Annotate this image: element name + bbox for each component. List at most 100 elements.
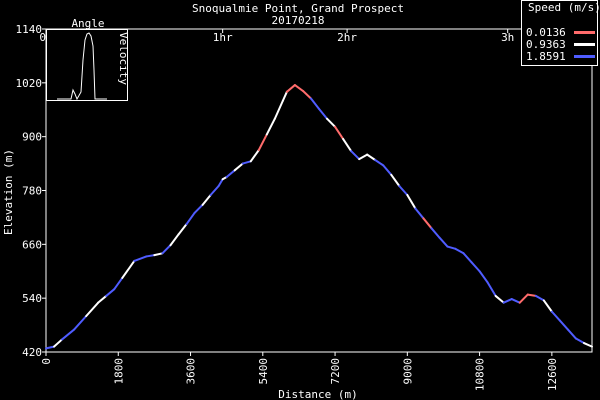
x-tick-label: 0	[40, 358, 53, 365]
elevation-segment	[526, 293, 537, 297]
elevation-segment	[169, 233, 180, 247]
elevation-segment	[534, 294, 545, 302]
y-tick-label: 660	[22, 238, 42, 251]
speed-legend: Speed (m/s) 0.0136 0.9363 1.8591	[521, 0, 600, 66]
elevation-segment	[161, 244, 172, 255]
y-tick-label: 780	[22, 185, 42, 198]
elevation-segment	[414, 207, 425, 220]
elevation-segment	[309, 97, 320, 110]
y-tick-label: 900	[22, 131, 42, 144]
y-tick-label: 1140	[16, 23, 43, 36]
elevation-segment	[326, 117, 337, 128]
time-tick-label: 1hr	[213, 31, 233, 44]
inset-curve	[57, 32, 107, 100]
inset-side-label: Velocity	[117, 32, 130, 85]
elevation-segment	[193, 203, 204, 214]
elevation-segment	[334, 125, 345, 140]
elevation-line	[45, 84, 593, 350]
elevation-segment	[398, 185, 409, 196]
elevation-segment	[566, 328, 577, 340]
elevation-segment	[478, 270, 489, 284]
elevation-segment	[265, 117, 276, 136]
time-tick-label: 3h	[501, 31, 514, 44]
x-tick-label: 5400	[257, 358, 270, 385]
x-axis-label: Distance (m)	[278, 388, 357, 400]
elevation-segment	[438, 236, 449, 248]
elevation-segment	[374, 158, 385, 167]
elevation-segment	[113, 276, 124, 291]
elevation-segment	[85, 301, 100, 318]
legend-entry-medium: 0.9363	[526, 38, 566, 51]
elevation-segment	[121, 259, 136, 279]
x-tick-label: 10800	[474, 358, 487, 391]
legend-swatch-slow	[574, 31, 595, 34]
elevation-segment	[177, 223, 188, 236]
x-tick-label: 7200	[329, 358, 342, 385]
x-tick-label: 3600	[185, 358, 198, 385]
elevation-segment	[281, 90, 288, 102]
elevation-segment	[446, 245, 457, 250]
elevation-segment	[542, 299, 553, 313]
elevation-segment	[318, 107, 329, 120]
elevation-segment	[301, 89, 312, 100]
time-tick-label: 2hr	[337, 31, 357, 44]
elevation-segment	[97, 294, 108, 304]
elevation-segment	[422, 217, 433, 230]
legend-swatch-medium	[574, 43, 595, 46]
elevation-segment	[430, 227, 441, 239]
elevation-segment	[145, 254, 156, 258]
elevation-segment	[217, 178, 224, 188]
elevation-segment	[61, 328, 76, 341]
legend-label-fast: 1.8591	[526, 50, 566, 63]
elevation-segment	[53, 338, 64, 348]
elevation-segment	[241, 160, 252, 165]
legend-entry-fast: 1.8591	[526, 50, 566, 63]
elevation-segment	[558, 319, 569, 331]
angle-velocity-inset: Angle Velocity	[46, 18, 130, 101]
x-tick-label: 1800	[112, 358, 125, 385]
y-axis: 420 540 660 780 900 1020 1140	[16, 23, 46, 359]
elevation-segment	[358, 153, 369, 161]
legend-label-medium: 0.9363	[526, 38, 566, 51]
elevation-segment	[390, 173, 401, 188]
elevation-segment	[342, 137, 353, 153]
elevation-segment	[185, 211, 196, 226]
elevation-segment	[273, 99, 284, 120]
x-axis: 0 1800 3600 5400 7200 9000 10800 12600	[40, 352, 559, 391]
legend-entry-slow: 0.0136	[526, 26, 566, 39]
legend-title: Speed (m/s)	[528, 1, 600, 14]
elevation-segment	[582, 342, 593, 348]
elevation-segment	[45, 345, 56, 350]
elevation-segment	[510, 298, 521, 304]
legend-swatch-fast	[574, 55, 595, 58]
inset-plot	[57, 32, 107, 100]
x-tick-label: 9000	[401, 358, 414, 385]
y-tick-label: 1020	[16, 77, 43, 90]
elevation-segment	[105, 288, 116, 297]
elevation-segment	[153, 252, 164, 257]
elevation-segment	[486, 281, 497, 297]
y-tick-label: 420	[22, 346, 42, 359]
elevation-segment	[518, 293, 529, 304]
elevation-segment	[285, 84, 296, 93]
elevation-segment	[454, 247, 465, 255]
y-axis-label: Elevation (m)	[2, 149, 15, 235]
elevation-segment	[502, 298, 513, 304]
elevation-segment	[406, 193, 417, 210]
elevation-segment	[494, 294, 505, 304]
elevation-segment	[470, 261, 481, 273]
x-tick-label: 12600	[546, 358, 559, 391]
elevation-segment	[293, 84, 304, 92]
elevation-segment	[550, 310, 561, 322]
elevation-segment	[249, 149, 260, 163]
legend-label-slow: 0.0136	[526, 26, 566, 39]
elevation-segment	[462, 252, 473, 264]
inset-title: Angle	[71, 17, 105, 30]
elevation-segment	[366, 153, 377, 161]
elevation-segment	[133, 255, 148, 262]
elevation-segment	[73, 315, 88, 331]
elevation-segment	[209, 185, 220, 196]
chart-subtitle: 20170218	[272, 14, 325, 27]
elevation-segment	[257, 133, 268, 152]
